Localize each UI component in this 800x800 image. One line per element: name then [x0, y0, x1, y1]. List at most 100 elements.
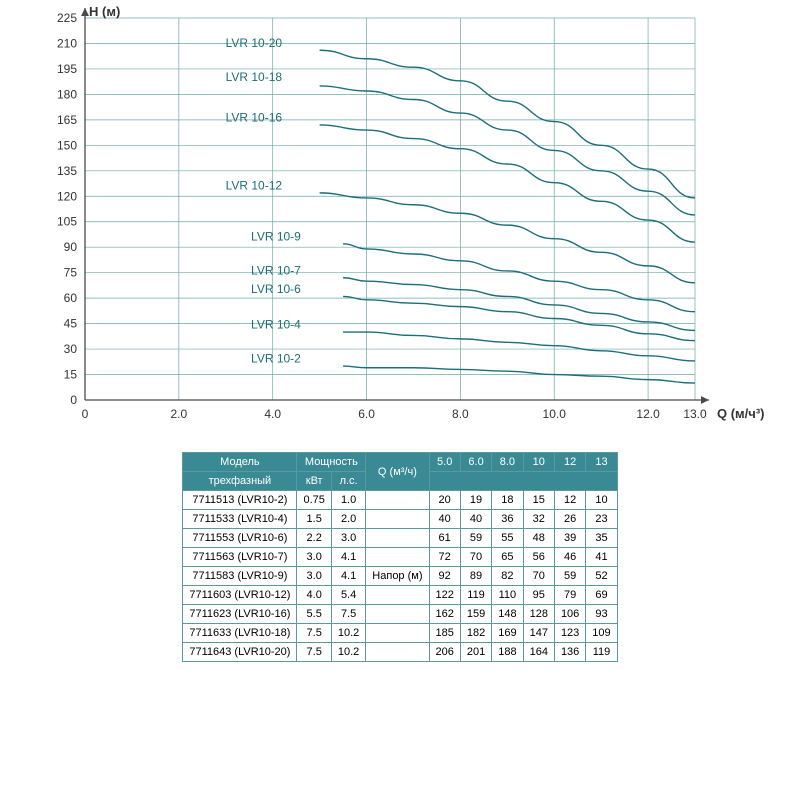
blank-cell: [366, 624, 429, 643]
svg-text:105: 105: [57, 215, 77, 229]
cell-val-1: 182: [460, 624, 491, 643]
cell-val-1: 201: [460, 643, 491, 662]
head-label-cell: Напор (м): [366, 567, 429, 586]
curve: [343, 244, 695, 312]
th-model: Модель: [183, 453, 297, 472]
cell-val-3: 56: [523, 548, 554, 567]
cell-model: 7711533 (LVR10-4): [183, 510, 297, 529]
curve-label: LVR 10-18: [226, 70, 283, 84]
cell-kw: 7.5: [297, 643, 331, 662]
cell-val-1: 89: [460, 567, 491, 586]
table-row: 7711513 (LVR10-2)0.751.0201918151210: [183, 491, 617, 510]
cell-val-3: 15: [523, 491, 554, 510]
svg-text:90: 90: [64, 240, 78, 254]
cell-val-5: 119: [586, 643, 617, 662]
cell-val-0: 122: [429, 586, 460, 605]
cell-val-4: 46: [554, 548, 585, 567]
cell-val-1: 19: [460, 491, 491, 510]
cell-hp: 2.0: [331, 510, 365, 529]
th-power: Мощность: [297, 453, 366, 472]
svg-text:135: 135: [57, 164, 77, 178]
table-row: 7711583 (LVR10-9)3.04.1Напор (м)92898270…: [183, 567, 617, 586]
table-row: 7711623 (LVR10-16)5.57.51621591481281069…: [183, 605, 617, 624]
th-model-sub: трехфазный: [183, 472, 297, 491]
cell-val-4: 79: [554, 586, 585, 605]
table-row: 7711533 (LVR10-4)1.52.0404036322623: [183, 510, 617, 529]
cell-kw: 7.5: [297, 624, 331, 643]
cell-val-5: 52: [586, 567, 617, 586]
cell-val-0: 206: [429, 643, 460, 662]
curve-label: LVR 10-2: [251, 352, 301, 366]
cell-val-3: 48: [523, 529, 554, 548]
svg-text:12.0: 12.0: [636, 407, 660, 421]
cell-val-5: 109: [586, 624, 617, 643]
cell-val-1: 59: [460, 529, 491, 548]
curve: [320, 193, 695, 283]
curve-label: LVR 10-4: [251, 318, 301, 332]
svg-text:15: 15: [64, 368, 78, 382]
cell-val-3: 70: [523, 567, 554, 586]
table-row: 7711633 (LVR10-18)7.510.2185182169147123…: [183, 624, 617, 643]
blank-cell: [366, 491, 429, 510]
cell-kw: 3.0: [297, 567, 331, 586]
svg-text:30: 30: [64, 342, 78, 356]
cell-val-1: 70: [460, 548, 491, 567]
cell-val-0: 20: [429, 491, 460, 510]
cell-val-0: 92: [429, 567, 460, 586]
cell-val-2: 110: [492, 586, 523, 605]
cell-hp: 7.5: [331, 605, 365, 624]
cell-kw: 4.0: [297, 586, 331, 605]
svg-text:0: 0: [82, 407, 89, 421]
table-row: 7711603 (LVR10-12)4.05.4122119110957969: [183, 586, 617, 605]
cell-kw: 1.5: [297, 510, 331, 529]
blank-cell: [366, 605, 429, 624]
cell-kw: 2.2: [297, 529, 331, 548]
curve: [320, 86, 695, 215]
th-blank: [429, 472, 617, 491]
cell-val-5: 23: [586, 510, 617, 529]
svg-text:210: 210: [57, 36, 77, 50]
cell-kw: 5.5: [297, 605, 331, 624]
th-q1: 6.0: [460, 453, 491, 472]
table-row: 7711563 (LVR10-7)3.04.1727065564641: [183, 548, 617, 567]
cell-val-4: 59: [554, 567, 585, 586]
cell-val-4: 106: [554, 605, 585, 624]
cell-val-4: 12: [554, 491, 585, 510]
cell-val-0: 40: [429, 510, 460, 529]
cell-hp: 1.0: [331, 491, 365, 510]
cell-val-5: 93: [586, 605, 617, 624]
svg-text:4.0: 4.0: [264, 407, 281, 421]
cell-val-4: 136: [554, 643, 585, 662]
svg-text:150: 150: [57, 138, 77, 152]
cell-model: 7711633 (LVR10-18): [183, 624, 297, 643]
cell-val-5: 41: [586, 548, 617, 567]
th-q3: 10: [523, 453, 554, 472]
svg-text:2.0: 2.0: [171, 407, 188, 421]
th-q4: 12: [554, 453, 585, 472]
cell-val-2: 188: [492, 643, 523, 662]
blank-cell: [366, 510, 429, 529]
th-q0: 5.0: [429, 453, 460, 472]
blank-cell: [366, 643, 429, 662]
blank-cell: [366, 586, 429, 605]
cell-model: 7711623 (LVR10-16): [183, 605, 297, 624]
curve: [343, 332, 695, 361]
cell-model: 7711583 (LVR10-9): [183, 567, 297, 586]
cell-val-3: 128: [523, 605, 554, 624]
svg-text:13.0: 13.0: [683, 407, 707, 421]
svg-text:0: 0: [70, 393, 77, 407]
cell-val-3: 147: [523, 624, 554, 643]
cell-val-1: 159: [460, 605, 491, 624]
cell-hp: 10.2: [331, 643, 365, 662]
cell-val-4: 26: [554, 510, 585, 529]
curve-label: LVR 10-12: [226, 178, 283, 192]
pump-curves-chart: 0153045607590105120135150165180195210225…: [0, 0, 770, 440]
cell-val-0: 162: [429, 605, 460, 624]
cell-hp: 5.4: [331, 586, 365, 605]
blank-cell: [366, 548, 429, 567]
cell-kw: 3.0: [297, 548, 331, 567]
curve-label: LVR 10-9: [251, 229, 301, 243]
cell-hp: 3.0: [331, 529, 365, 548]
cell-val-0: 72: [429, 548, 460, 567]
cell-val-2: 18: [492, 491, 523, 510]
